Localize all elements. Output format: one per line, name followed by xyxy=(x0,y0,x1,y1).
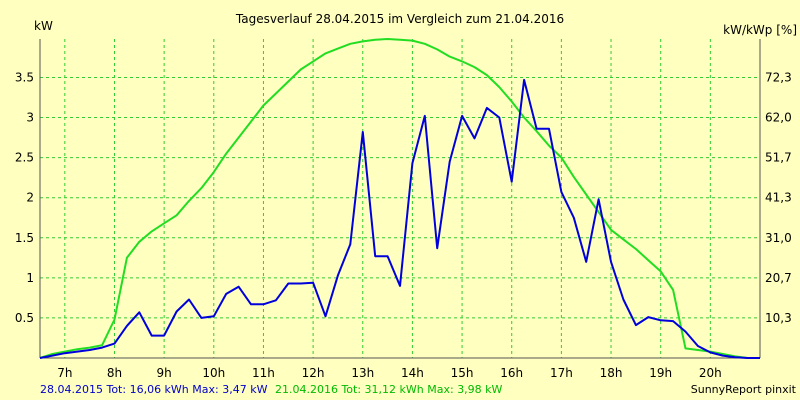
series-line-1 xyxy=(39,38,760,359)
y-left-tick-label-3: 2 xyxy=(26,191,34,205)
x-tick-label-9: 16h xyxy=(500,366,523,380)
x-tick-label-7: 14h xyxy=(401,366,424,380)
chart-title: Tagesverlauf 28.04.2015 im Vergleich zum… xyxy=(235,12,564,26)
y-left-tick-label-2: 1.5 xyxy=(15,231,34,245)
x-tick-label-6: 13h xyxy=(351,366,374,380)
y-right-tick-label-1: 20,7 xyxy=(765,271,792,285)
footer-series2-info: 21.04.2016 Tot: 31,12 kWh Max: 3,98 kW xyxy=(275,383,503,396)
x-tick-label-4: 11h xyxy=(252,366,275,380)
y-left-tick-label-6: 3.5 xyxy=(15,70,34,84)
y-right-tick-label-3: 41,3 xyxy=(765,191,792,205)
x-tick-label-0: 7h xyxy=(57,366,72,380)
y-left-tick-label-4: 2.5 xyxy=(15,151,34,165)
plot-frame xyxy=(39,39,761,359)
x-tick-label-5: 12h xyxy=(302,366,325,380)
x-tick-label-13: 20h xyxy=(699,366,722,380)
footer-credit: SunnyReport pinxit xyxy=(691,383,797,396)
x-tick-label-10: 17h xyxy=(550,366,573,380)
axis-ticks: 7h 8h 9h 10h 11h 12h 13h 14h 15h 16h 17h 18h 19h 20h 0… xyxy=(15,70,792,380)
x-tick-label-1: 8h xyxy=(107,366,122,380)
x-tick-label-2: 9h xyxy=(157,366,172,380)
x-tick-label-8: 15h xyxy=(451,366,474,380)
y-right-tick-label-4: 51,7 xyxy=(765,151,792,165)
y-right-tick-label-6: 72,3 xyxy=(765,70,792,84)
y-right-tick-label-2: 31,0 xyxy=(765,231,792,245)
y-right-tick-label-0: 10,3 xyxy=(765,311,792,325)
x-tick-label-12: 19h xyxy=(649,366,672,380)
series-line-0 xyxy=(39,78,760,359)
footer-series1-info: 28.04.2015 Tot: 16,06 kWh Max: 3,47 kW xyxy=(40,383,268,396)
y-left-tick-label-5: 3 xyxy=(26,111,34,125)
footer-legend: 28.04.2015 Tot: 16,06 kWh Max: 3,47 kW 2… xyxy=(40,383,503,396)
series-group xyxy=(39,38,760,359)
y-left-tick-label-1: 1 xyxy=(26,271,34,285)
y-axis-right-label: kW/kWp [%] xyxy=(723,23,797,37)
y-left-tick-label-0: 0.5 xyxy=(15,311,34,325)
grid xyxy=(40,39,760,358)
x-tick-label-3: 10h xyxy=(202,366,225,380)
x-tick-label-11: 18h xyxy=(600,366,623,380)
y-axis-left-label: kW xyxy=(34,19,53,33)
y-right-tick-label-5: 62,0 xyxy=(765,111,792,125)
